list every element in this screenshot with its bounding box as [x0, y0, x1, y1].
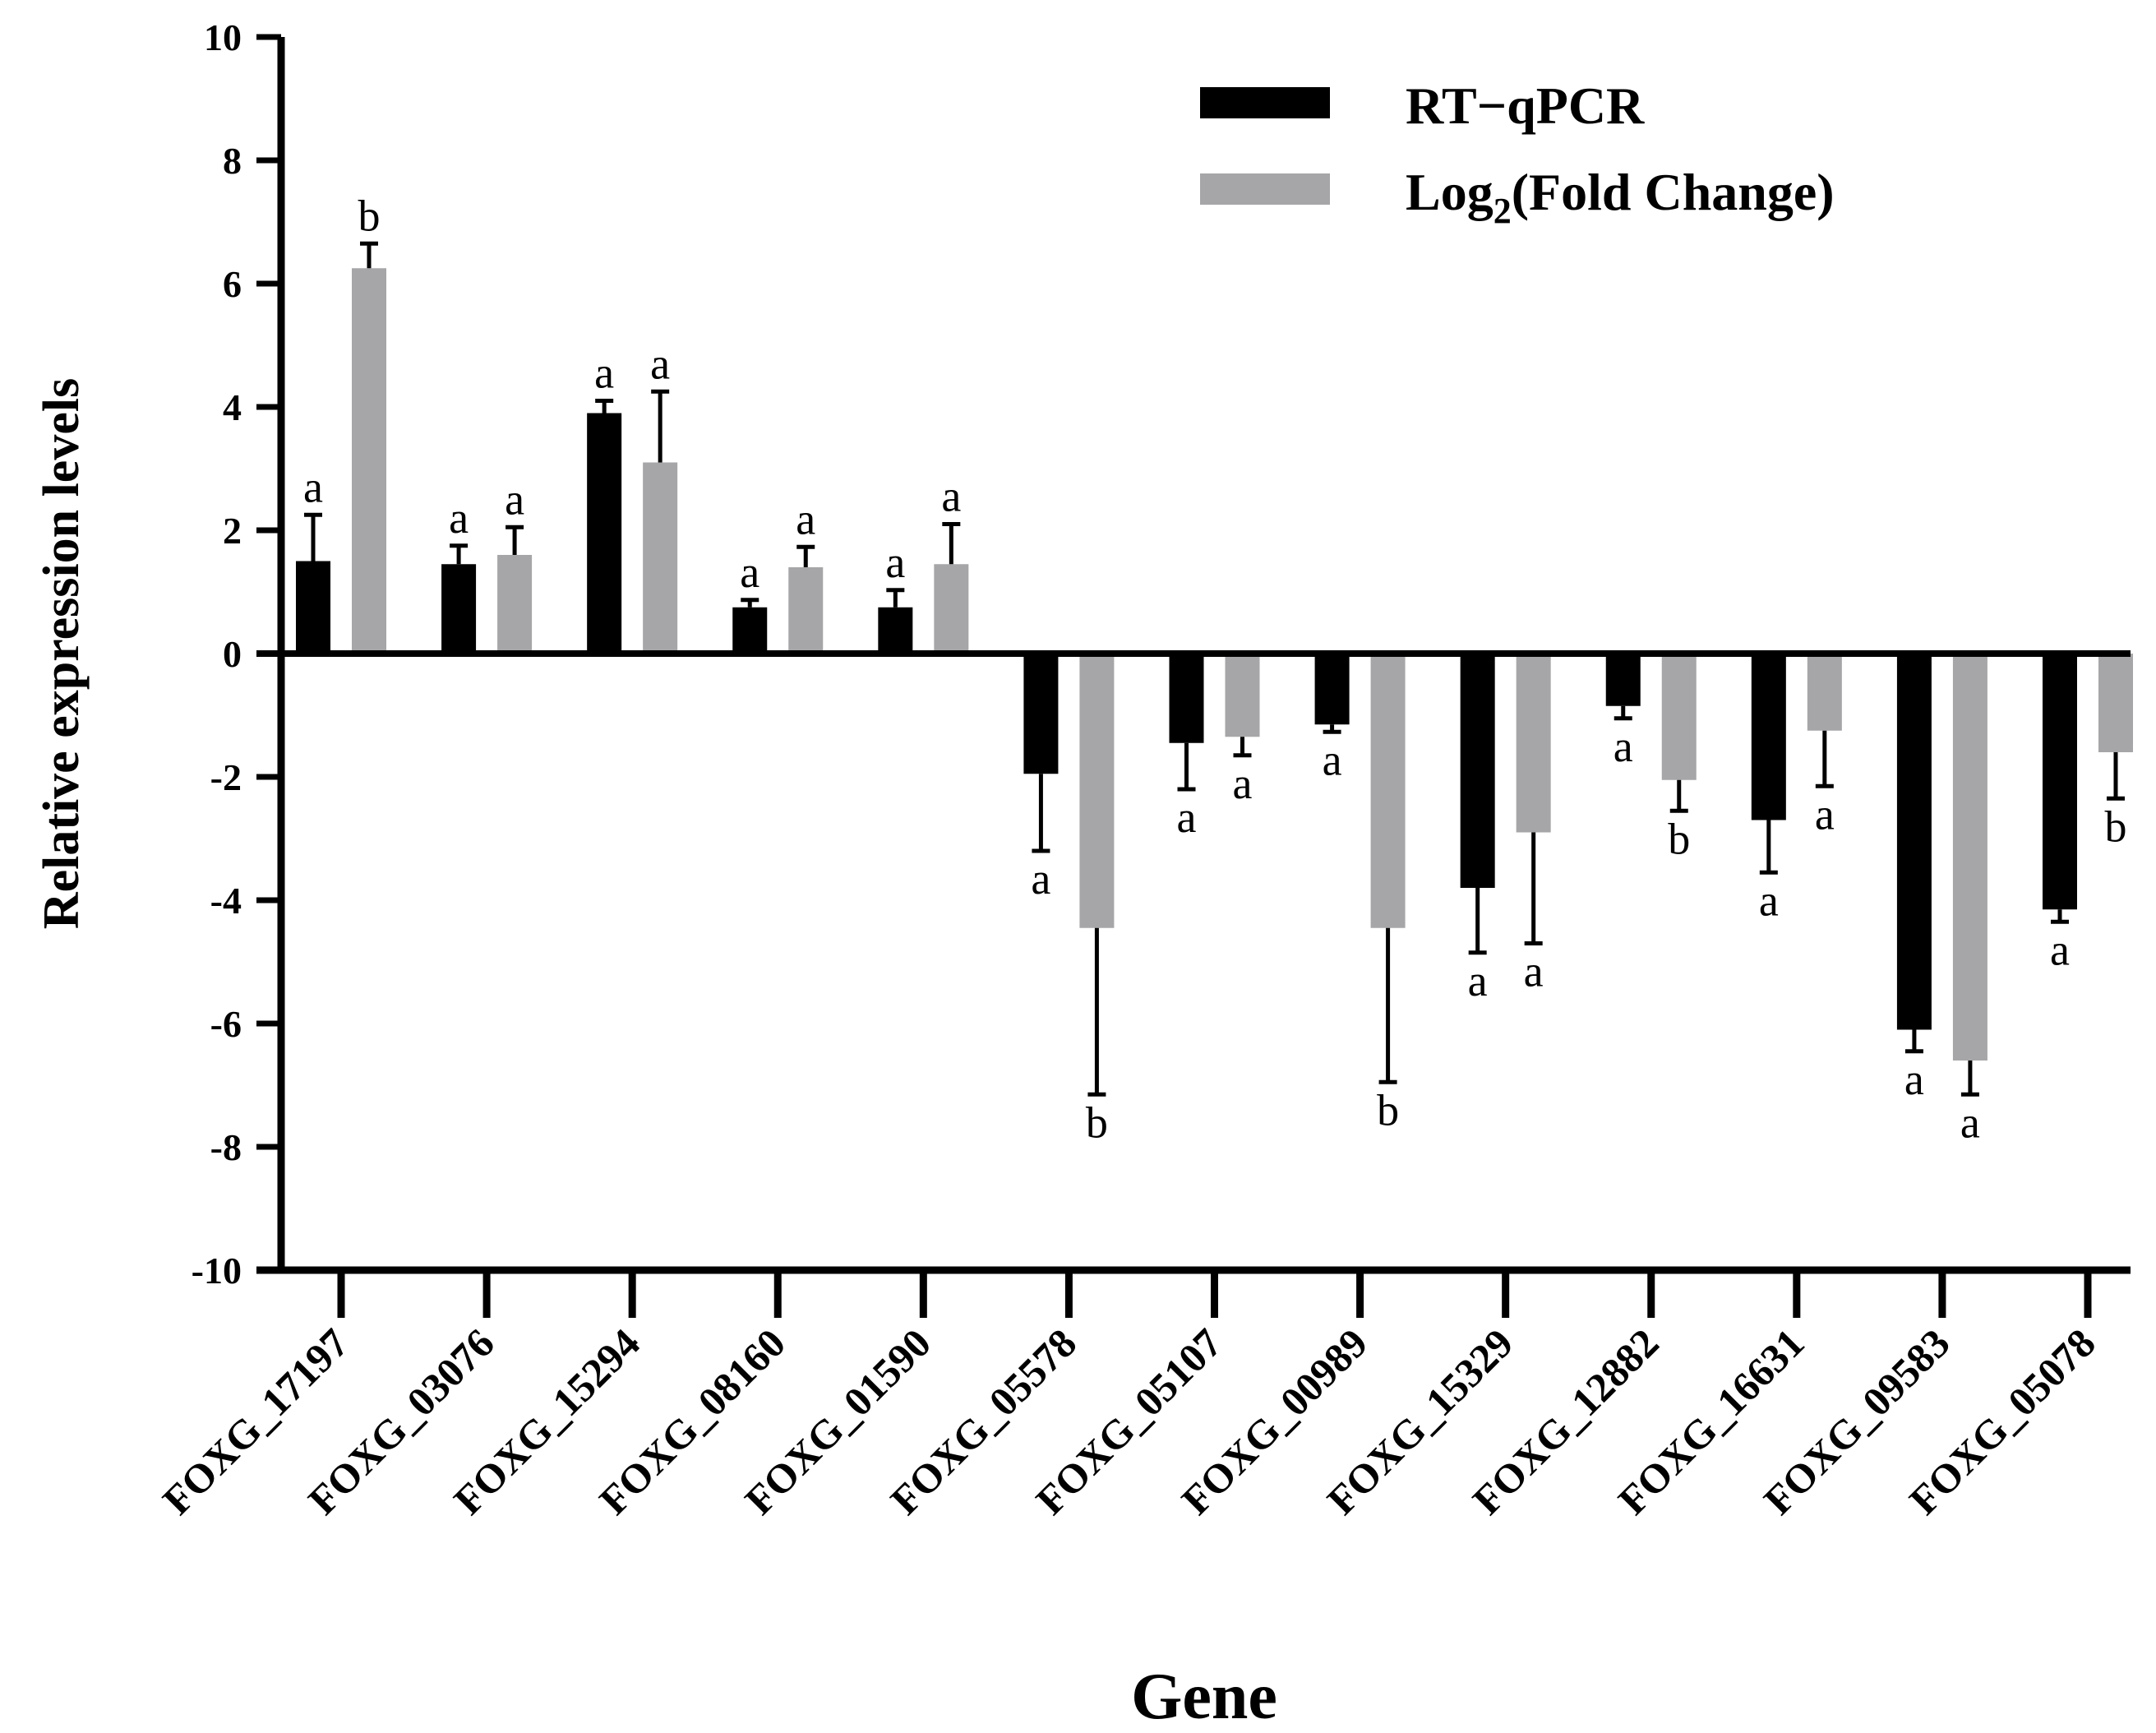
bar-rtqpcr-FOXG_05578: [1023, 654, 1059, 774]
y-tick-label: 6: [223, 263, 242, 305]
legend-swatch-rtqpcr: [1200, 87, 1330, 118]
bar-rtqpcr-FOXG_16631: [1751, 654, 1786, 820]
bar-log2fc-FOXG_05107: [1225, 654, 1260, 737]
legend-swatch-log2fc: [1200, 173, 1330, 205]
significance-label: a: [941, 472, 961, 521]
significance-label: a: [1759, 876, 1779, 925]
bar-log2fc-FOXG_15294: [643, 462, 678, 654]
bar-rtqpcr-FOXG_08160: [732, 607, 768, 654]
legend: RT−qPCR Log2(Fold Change): [1200, 76, 1835, 231]
significance-label: a: [1177, 793, 1197, 842]
y-tick-label: -6: [210, 1003, 242, 1045]
significance-label: a: [505, 474, 524, 524]
bar-rtqpcr-FOXG_01590: [878, 607, 913, 654]
y-tick-label: 8: [223, 140, 242, 182]
y-tick-label: 4: [223, 386, 242, 428]
bar-log2fc-FOXG_05578: [1079, 654, 1115, 928]
significance-label: a: [796, 494, 815, 543]
bar-rtqpcr-FOXG_09583: [1896, 654, 1932, 1030]
significance-label: a: [594, 349, 614, 398]
significance-label: a: [885, 538, 905, 587]
y-tick-label: -8: [210, 1126, 242, 1168]
bar-log2fc-FOXG_00989: [1370, 654, 1406, 928]
legend-label-subscript: 2: [1494, 191, 1512, 231]
significance-label: a: [1524, 947, 1544, 996]
significance-label: a: [449, 493, 469, 543]
bar-rtqpcr-FOXG_05107: [1169, 654, 1204, 743]
significance-label: b: [1377, 1085, 1399, 1135]
legend-label-log: Log: [1406, 163, 1494, 221]
significance-label: b: [358, 191, 381, 240]
significance-label: a: [1468, 956, 1488, 1005]
axes-layer: [256, 34, 2131, 1318]
x-axis-title: Gene: [1131, 1661, 1277, 1733]
bar-log2fc-FOXG_01590: [934, 564, 969, 654]
bar-log2fc-FOXG_15329: [1516, 654, 1551, 833]
y-tick-label: 10: [204, 16, 242, 58]
significance-label: a: [1960, 1098, 1980, 1147]
significance-label: a: [1031, 854, 1050, 903]
legend-label-tail: (Fold Change): [1512, 163, 1835, 221]
y-tick-label: 2: [223, 510, 242, 552]
bar-rtqpcr-FOXG_17197: [296, 561, 330, 654]
bars-layer: [296, 268, 2133, 1061]
y-tick-label: -10: [192, 1250, 242, 1292]
bar-log2fc-FOXG_03076: [497, 555, 533, 654]
y-tick-label: 0: [223, 633, 242, 675]
significance-label: a: [1233, 759, 1253, 808]
bar-rtqpcr-FOXG_15294: [587, 413, 622, 654]
bar-rtqpcr-FOXG_05078: [2043, 654, 2077, 910]
legend-label-rtqpcr: RT−qPCR: [1406, 76, 1645, 135]
bar-rtqpcr-FOXG_00989: [1314, 654, 1350, 725]
significance-label: a: [740, 548, 759, 597]
bar-log2fc-FOXG_17197: [352, 268, 386, 654]
y-axis-title: Relative expression levels: [34, 378, 90, 929]
bar-log2fc-FOXG_08160: [788, 567, 824, 654]
significance-label: b: [1668, 814, 1690, 863]
legend-label-log2fc: Log2(Fold Change): [1406, 163, 1835, 231]
bar-log2fc-FOXG_09583: [1952, 654, 1987, 1061]
significance-label: a: [1904, 1055, 1924, 1104]
significance-label: b: [1086, 1098, 1108, 1147]
significance-label: a: [2050, 925, 2070, 974]
significance-label: a: [1815, 789, 1835, 839]
significance-label: a: [650, 339, 670, 388]
y-tick-label: -2: [210, 756, 242, 798]
bar-log2fc-FOXG_12882: [1661, 654, 1697, 780]
y-tick-label: -4: [210, 880, 242, 922]
bar-rtqpcr-FOXG_03076: [441, 564, 477, 654]
bar-rtqpcr-FOXG_15329: [1460, 654, 1495, 888]
bar-log2fc-FOXG_16631: [1807, 654, 1842, 731]
bar-log2fc-FOXG_05078: [2098, 654, 2133, 752]
error-bars-layer: [304, 241, 2125, 1097]
significance-label: a: [1614, 722, 1633, 771]
significance-label: b: [2105, 802, 2127, 851]
bar-rtqpcr-FOXG_12882: [1605, 654, 1641, 706]
significance-label: a: [1323, 735, 1342, 784]
significance-label: a: [303, 462, 323, 511]
